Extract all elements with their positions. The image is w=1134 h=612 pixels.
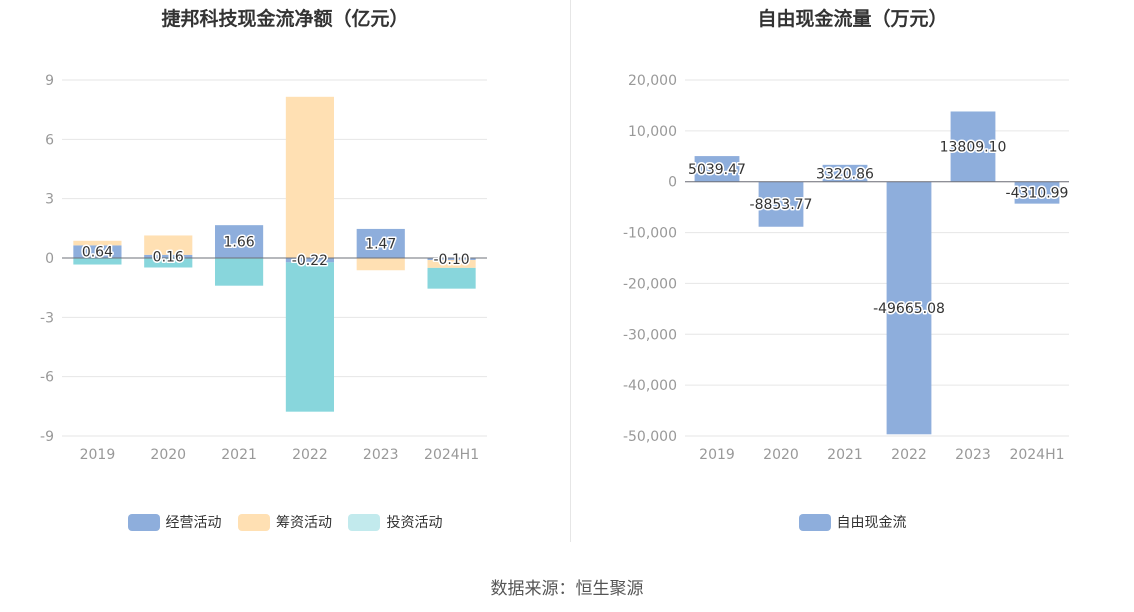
x-tick-label: 2024H1 <box>1009 447 1064 463</box>
legend-swatch-investing <box>348 513 381 531</box>
bar-2022-投资活动[interactable] <box>285 262 334 412</box>
x-tick-label: 2021 <box>827 447 863 463</box>
legend-label-investing: 投资活动 <box>386 515 443 531</box>
data-label: 13809.10 <box>940 140 1007 156</box>
data-label: -0.10 <box>433 252 469 268</box>
bar-2020-投资活动[interactable] <box>144 258 193 268</box>
bar-2019-筹资活动[interactable] <box>73 240 122 246</box>
data-source-note: 数据来源：恒生聚源 <box>490 579 644 599</box>
data-label: 0.16 <box>153 249 184 265</box>
bar-2022-自由现金流[interactable] <box>886 181 932 435</box>
y-tick-label: -3 <box>40 310 54 326</box>
y-tick-label: 0 <box>45 251 54 267</box>
bar-2022-筹资活动[interactable] <box>285 96 334 258</box>
legend: 自由现金流 <box>571 512 1134 535</box>
bar-2024H1-投资活动[interactable] <box>427 267 476 289</box>
y-tick-label: -20,000 <box>623 276 677 292</box>
data-label: 1.66 <box>223 235 254 251</box>
cash-flow-net-plot: 9 6 3 0 -3 -6 -9 0.64 0.16 1.66 -0.22 1.47 -0.10 2019… <box>40 73 487 463</box>
y-tick-label: -40,000 <box>623 378 677 394</box>
bar-2019-经营活动[interactable] <box>73 245 122 258</box>
y-tick-label: 6 <box>45 132 54 148</box>
data-label: 1.47 <box>365 236 396 252</box>
data-label: 0.64 <box>82 245 113 261</box>
y-tick-label: -6 <box>40 370 54 386</box>
y-tick-label: 20,000 <box>628 73 677 89</box>
cash-flow-net-chart: 捷邦科技现金流净额（亿元） 9 6 3 0 -3 -6 -9 0.64 0.16 1.66 -0.2… <box>0 0 570 550</box>
y-tick-label: -50,000 <box>623 429 677 445</box>
legend-item-investing[interactable]: 投资活动 <box>348 512 442 532</box>
bar-2024H1-自由现金流[interactable] <box>1014 181 1060 204</box>
bar-2023-经营活动[interactable] <box>356 228 405 258</box>
chart-title: 捷邦科技现金流净额（亿元） <box>161 8 409 30</box>
x-tick-label: 2020 <box>763 447 799 463</box>
x-tick-label: 2019 <box>80 447 116 463</box>
data-label: -8853.77 <box>750 197 813 213</box>
data-label: -0.22 <box>292 253 328 269</box>
bars <box>694 111 1060 435</box>
bar-2021-投资活动[interactable] <box>215 258 264 286</box>
data-label: 5039.47 <box>688 162 746 178</box>
y-tick-label: 0 <box>668 175 677 191</box>
bars <box>73 96 476 412</box>
free-cash-flow-chart: 自由现金流量（万元） 20,000 10,000 0 -10,000 -20,000 -3… <box>571 0 1134 550</box>
chart-title: 自由现金流量（万元） <box>757 8 948 30</box>
x-tick-label: 2022 <box>891 447 927 463</box>
bar-2024H1-筹资活动[interactable] <box>427 259 476 268</box>
y-tick-label: -10,000 <box>623 226 677 242</box>
x-tick-label: 2023 <box>955 447 991 463</box>
bar-2024H1-经营活动[interactable] <box>427 258 476 260</box>
bar-2019-自由现金流[interactable] <box>694 156 740 182</box>
bar-2020-经营活动[interactable] <box>144 254 193 258</box>
y-tick-label: -30,000 <box>623 327 677 343</box>
y-tick-label: -9 <box>40 429 54 445</box>
legend-swatch-free-cash-flow <box>798 513 831 531</box>
x-tick-label: 2021 <box>221 447 257 463</box>
legend-item-financing[interactable]: 筹资活动 <box>238 512 332 532</box>
x-tick-label: 2024H1 <box>424 447 479 463</box>
bar-2022-经营活动[interactable] <box>285 258 334 263</box>
legend-swatch-operating <box>127 513 160 531</box>
legend-swatch-financing <box>238 513 270 531</box>
x-tick-label: 2023 <box>363 447 399 463</box>
x-tick-label: 2020 <box>150 447 186 463</box>
legend-label-financing: 筹资活动 <box>276 515 332 531</box>
x-tick-label: 2019 <box>699 447 735 463</box>
free-cash-flow-plot: 20,000 10,000 0 -10,000 -20,000 -30,000 -40,00… <box>623 73 1070 463</box>
data-label: -49665.08 <box>873 301 945 317</box>
legend-item-free-cash-flow[interactable]: 自由现金流 <box>798 512 907 532</box>
panel-divider <box>570 0 571 542</box>
legend-item-operating[interactable]: 经营活动 <box>127 512 222 532</box>
legend: 经营活动 筹资活动 投资活动 <box>0 512 570 535</box>
bar-2021-自由现金流[interactable] <box>822 164 868 182</box>
bar-2020-筹资活动[interactable] <box>144 235 193 255</box>
bar-2023-筹资活动[interactable] <box>356 258 405 271</box>
bar-2020-自由现金流[interactable] <box>758 181 804 227</box>
bar-2023-自由现金流[interactable] <box>950 111 996 182</box>
legend-label-free-cash-flow: 自由现金流 <box>836 515 907 531</box>
legend-label-operating: 经营活动 <box>165 515 222 531</box>
x-tick-label: 2022 <box>292 447 328 463</box>
y-tick-label: 3 <box>45 192 54 208</box>
bar-2019-投资活动[interactable] <box>73 258 122 265</box>
data-label: -4310.99 <box>1006 186 1069 202</box>
bar-2021-经营活动[interactable] <box>215 225 264 258</box>
data-label: 3320.86 <box>816 166 874 182</box>
y-tick-label: 9 <box>45 73 54 89</box>
y-tick-label: 10,000 <box>628 124 677 140</box>
